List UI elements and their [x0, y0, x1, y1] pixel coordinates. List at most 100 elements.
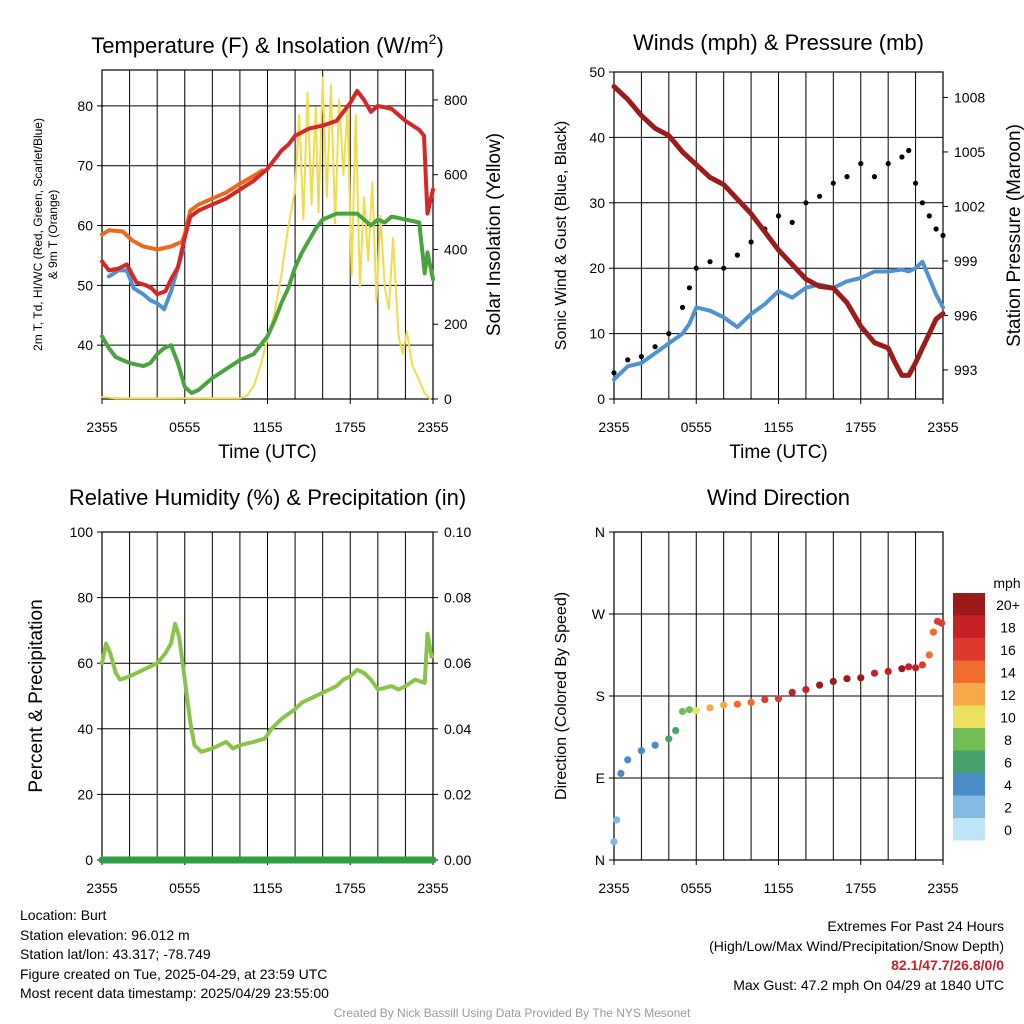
direction-point — [692, 707, 700, 715]
y2-tick-label: 0.00 — [444, 852, 471, 868]
gust-point — [666, 331, 672, 337]
series-line — [611, 84, 946, 378]
direction-point — [706, 704, 714, 712]
gust-point — [686, 285, 693, 291]
gust-point — [885, 161, 891, 167]
credit-line: Created By Nick Bassill Using Data Provi… — [333, 1006, 691, 1020]
x-tick-label: 1155 — [252, 880, 282, 896]
y2-tick-label: 0.08 — [444, 590, 471, 606]
x-tick-label: 1155 — [763, 880, 793, 896]
gust-point — [858, 161, 864, 167]
gust-point — [775, 213, 782, 219]
x-tick-label: 2355 — [417, 880, 448, 896]
station-info: Location: Burt Station elevation: 96.012… — [20, 906, 329, 1004]
legend-swatch — [953, 728, 985, 751]
station-elevation: Station elevation: 96.012 m — [20, 926, 190, 943]
y2-tick-label: 993 — [954, 362, 978, 378]
direction-point — [613, 816, 621, 824]
station-latlon: Station lat/lon: 43.317; -78.749 — [20, 946, 211, 962]
y-axis-label: 2m T, Td, HI/WC (Red, Green, Scarlet/Blu… — [31, 118, 45, 351]
x-tick-label: 2355 — [927, 419, 958, 435]
direction-point — [685, 706, 694, 714]
y-tick-label: 60 — [77, 218, 93, 234]
legend-label: 10 — [1000, 710, 1016, 726]
y2-axis-label: Solar Insolation (Yellow) — [484, 133, 505, 336]
direction-point — [617, 769, 625, 778]
legend-label: 0 — [1004, 822, 1012, 838]
direction-point — [624, 756, 632, 764]
y-tick-label: N — [595, 524, 605, 540]
panel-0: 2355 0555 1155 1755 235540506070800200400600… — [31, 31, 505, 463]
y2-tick-label: 0.02 — [444, 786, 471, 802]
y2-tick-label: 0.10 — [444, 524, 471, 540]
x-tick-label: 0555 — [681, 419, 712, 435]
x-tick-label: 1755 — [335, 880, 366, 896]
y-tick-label: 100 — [70, 524, 94, 540]
panel-2: 2355 0555 1155 1755 2355 0 20 40 60 80 100 0.00 0.02… — [26, 485, 471, 896]
direction-point — [665, 735, 673, 743]
y2-tick-label: 200 — [444, 316, 468, 332]
direction-point — [912, 664, 920, 672]
y-tick-label: 80 — [77, 98, 93, 114]
y-tick-label: 10 — [589, 326, 605, 342]
legend-label: 16 — [1000, 642, 1016, 658]
gust-point — [707, 259, 713, 265]
y2-tick-label: 0 — [444, 391, 452, 407]
direction-point — [857, 674, 865, 682]
extremes-info: Extremes For Past 24 Hours (High/Low/Max… — [709, 917, 1004, 995]
gust-point — [844, 174, 850, 180]
gust-point — [625, 357, 631, 363]
gust-point — [817, 193, 823, 199]
x-tick-label: 2355 — [598, 880, 629, 896]
gust-point — [871, 174, 878, 180]
x-tick-label: 2355 — [86, 880, 117, 896]
direction-point — [651, 741, 659, 749]
direction-point — [610, 838, 618, 846]
legend-swatch — [953, 795, 985, 818]
panel-1: 2355 0555 1155 1755 2355 0 10 20 30 40 50 993 996 999… — [553, 30, 1024, 463]
chart-title: Wind Direction — [707, 485, 850, 510]
direction-point — [788, 688, 796, 697]
direction-point — [733, 700, 742, 708]
y2-tick-label: 400 — [444, 241, 468, 257]
y-axis-label: & 9m T (Orange) — [46, 190, 60, 280]
gust-point — [899, 154, 905, 160]
gust-point — [693, 265, 699, 271]
direction-point — [870, 669, 879, 677]
direction-point — [816, 681, 824, 689]
legend-label: 14 — [1000, 665, 1016, 681]
y-tick-label: 50 — [589, 64, 605, 80]
legend-swatch — [953, 705, 985, 728]
legend-label: 20+ — [996, 597, 1020, 613]
direction-point — [829, 677, 837, 686]
y2-tick-label: 600 — [444, 167, 468, 183]
gust-point — [748, 239, 754, 245]
series-line — [100, 211, 435, 395]
gust-point — [803, 200, 809, 206]
y-tick-label: 60 — [77, 655, 93, 671]
y2-tick-label: 1002 — [954, 198, 985, 214]
x-tick-label: 0555 — [169, 419, 200, 435]
gust-point — [652, 344, 658, 350]
y2-tick-label: 1008 — [954, 89, 985, 105]
series-line — [101, 76, 432, 400]
direction-point — [929, 628, 938, 636]
legend-label: 8 — [1004, 732, 1012, 748]
y-tick-label: 80 — [77, 590, 93, 606]
x-tick-label: 1755 — [845, 880, 876, 896]
y-tick-label: 30 — [589, 195, 605, 211]
chart-title: Winds (mph) & Pressure (mb) — [633, 30, 924, 55]
x-tick-label: 2355 — [927, 880, 958, 896]
y2-tick-label: 800 — [444, 92, 468, 108]
y2-tick-label: 0.04 — [444, 721, 471, 737]
y2-axis-label: Station Pressure (Maroon) — [1004, 124, 1024, 347]
legend-swatch — [953, 660, 985, 683]
extremes-values: 82.1/47.7/26.8/0/0 — [891, 957, 1004, 973]
figure-created: Figure created on Tue, 2025-04-29, at 23… — [20, 965, 328, 982]
data-timestamp: Most recent data timestamp: 2025/04/29 2… — [20, 985, 329, 1001]
gust-point — [830, 180, 836, 186]
direction-point — [672, 727, 680, 735]
legend-swatch — [953, 638, 985, 661]
x-axis-label: Time (UTC) — [729, 442, 828, 463]
x-axis-label: Time (UTC) — [218, 442, 317, 463]
